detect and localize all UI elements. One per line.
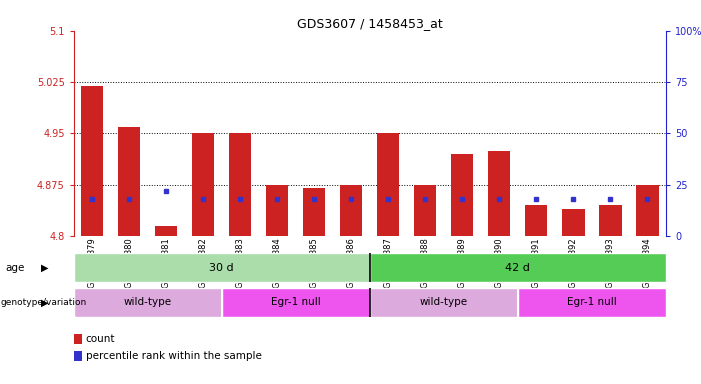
Bar — [599, 205, 622, 236]
Text: Egr-1 null: Egr-1 null — [271, 297, 320, 308]
Bar — [155, 226, 177, 236]
Bar — [488, 151, 510, 236]
Bar — [222, 288, 369, 317]
Text: ▶: ▶ — [41, 298, 48, 308]
Bar — [451, 154, 473, 236]
Bar — [340, 185, 362, 236]
Bar — [414, 185, 437, 236]
Text: count: count — [86, 334, 115, 344]
Text: genotype/variation: genotype/variation — [1, 298, 87, 307]
Bar — [562, 209, 585, 236]
Bar — [192, 133, 215, 236]
Bar — [74, 253, 370, 282]
Text: wild-type: wild-type — [123, 297, 172, 308]
Text: 30 d: 30 d — [210, 263, 234, 273]
Bar — [229, 133, 251, 236]
Bar — [370, 253, 666, 282]
Bar — [74, 288, 222, 317]
Bar — [118, 127, 140, 236]
Bar — [266, 185, 288, 236]
Text: age: age — [6, 263, 25, 273]
Text: percentile rank within the sample: percentile rank within the sample — [86, 351, 261, 361]
Text: ▶: ▶ — [41, 263, 48, 273]
Text: wild-type: wild-type — [420, 297, 468, 308]
Bar — [525, 205, 547, 236]
Text: 42 d: 42 d — [505, 263, 530, 273]
Text: Egr-1 null: Egr-1 null — [567, 297, 617, 308]
Bar — [377, 133, 400, 236]
Bar — [303, 188, 325, 236]
Title: GDS3607 / 1458453_at: GDS3607 / 1458453_at — [297, 17, 442, 30]
Bar — [370, 288, 518, 317]
Bar — [637, 185, 658, 236]
Bar — [81, 86, 103, 236]
Bar — [518, 288, 666, 317]
